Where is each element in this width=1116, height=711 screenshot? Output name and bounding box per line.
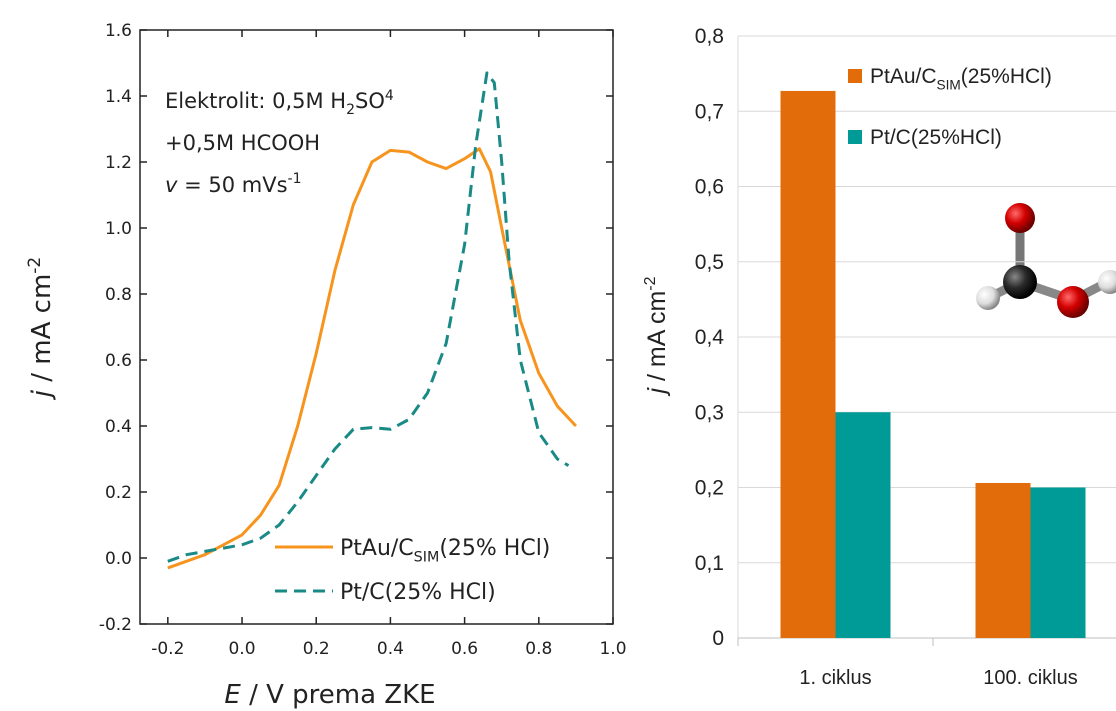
molecule — [976, 203, 1116, 318]
x-tick-label: 0.0 — [228, 639, 255, 659]
annotation-part: SO — [355, 89, 385, 113]
y-tick-label: 0,5 — [695, 251, 724, 274]
line-series — [167, 147, 577, 570]
y-tick-label: 1.2 — [105, 153, 132, 173]
bar — [835, 412, 891, 638]
legend-swatch — [848, 69, 862, 83]
annotation: Elektrolit: 0,5M H2SO4 — [165, 88, 394, 118]
y-tick-label: 0.8 — [105, 285, 132, 305]
label-part: E — [224, 680, 241, 710]
annotation-part: -1 — [288, 171, 302, 187]
label-part: / mA cm — [27, 274, 57, 390]
legend-label-part: PtAu/C — [870, 65, 937, 88]
label-part: / mA cm — [643, 291, 671, 388]
legend-label-part: SIM — [414, 550, 440, 566]
y-axis-label: j / mA cm-2 — [25, 257, 57, 400]
x-tick-label: 0.4 — [377, 639, 404, 659]
legend-label: Pt/C(25% HCl) — [340, 580, 496, 605]
y-tick-label: 0,1 — [695, 552, 724, 575]
annotation-part: 2 — [346, 102, 355, 118]
x-tick-label: 1.0 — [599, 639, 626, 659]
label-part: j — [643, 387, 671, 397]
y-tick-label: 0 — [712, 627, 724, 650]
annotation-part: 4 — [385, 88, 394, 104]
x-tick-label: 0.2 — [303, 639, 330, 659]
y-tick-label: 0,6 — [695, 176, 724, 199]
x-tick-label: 100. ciklus — [983, 667, 1078, 689]
line-series — [167, 71, 570, 563]
y-tick-label: 1.4 — [105, 87, 132, 107]
annotations: Elektrolit: 0,5M H2SO4 +0,5M HCOOH v = 5… — [165, 88, 394, 197]
legend-label: PtAu/CSIM(25%HCl) — [870, 65, 1052, 92]
plot-frame — [139, 29, 614, 625]
label-part: -2 — [25, 257, 45, 274]
legend-label-part: (25% HCl) — [439, 536, 550, 561]
y-tick-label: 1.6 — [105, 21, 132, 41]
x-axis-label: E / V prema ZKE — [224, 680, 435, 710]
label-part: / V prema ZKE — [241, 680, 436, 710]
annotation-part: = 50 mVs — [177, 173, 287, 197]
annotation-part: Elektrolit: 0,5M H — [165, 89, 346, 113]
y-tick-label: 1.0 — [105, 219, 132, 239]
y-tick-label: 0,3 — [695, 401, 724, 424]
bar — [780, 90, 836, 639]
bar — [1030, 487, 1086, 638]
x-tick-label: 0.6 — [451, 639, 478, 659]
annotation: v = 50 mVs-1 — [165, 171, 302, 197]
y-tick-label: 0,7 — [695, 100, 724, 123]
x-tick-label: 1. ciklus — [799, 667, 871, 689]
y-tick-label: 0.0 — [105, 549, 132, 569]
y-tick-label: 0,4 — [695, 326, 725, 349]
y-tick-label: -0.2 — [99, 615, 132, 635]
y-tick-label: 0.4 — [105, 417, 132, 437]
y-tick-label: 0,8 — [695, 25, 724, 48]
legend-label: Pt/C(25%HCl) — [870, 126, 1002, 149]
annotation: +0,5M HCOOH — [165, 131, 320, 155]
legend-swatch — [848, 130, 862, 144]
legend-label-part: (25%HCl) — [961, 65, 1052, 88]
y-tick-label: 0.2 — [105, 483, 132, 503]
legend-label-part: SIM — [937, 77, 961, 92]
legend-label: PtAu/CSIM(25% HCl) — [340, 536, 550, 566]
x-tick-label: -0.2 — [151, 639, 184, 659]
plot: 0 0,1 0,2 0,3 0,4 0,5 0,6 0,7 0,8 1. ciklus 100. c… — [695, 25, 1116, 689]
x-tick-label: 0.8 — [525, 639, 552, 659]
y-tick-label: 0.6 — [105, 351, 132, 371]
y-tick-label: 0,2 — [695, 477, 724, 500]
bar — [975, 482, 1031, 638]
label-part: -2 — [642, 276, 659, 290]
label-part: j — [27, 389, 57, 400]
plot: -0.2 0.0 0.2 0.4 0.6 0.8 1.0 -0.2 0.0 0.2 0.4 0.6 0.… — [99, 21, 627, 659]
legend-label-part: PtAu/C — [340, 536, 414, 561]
annotation-part: v — [165, 173, 178, 197]
y-axis-label: j / mA cm-2 — [642, 276, 671, 396]
annotation-part: +0,5M HCOOH — [165, 131, 320, 155]
